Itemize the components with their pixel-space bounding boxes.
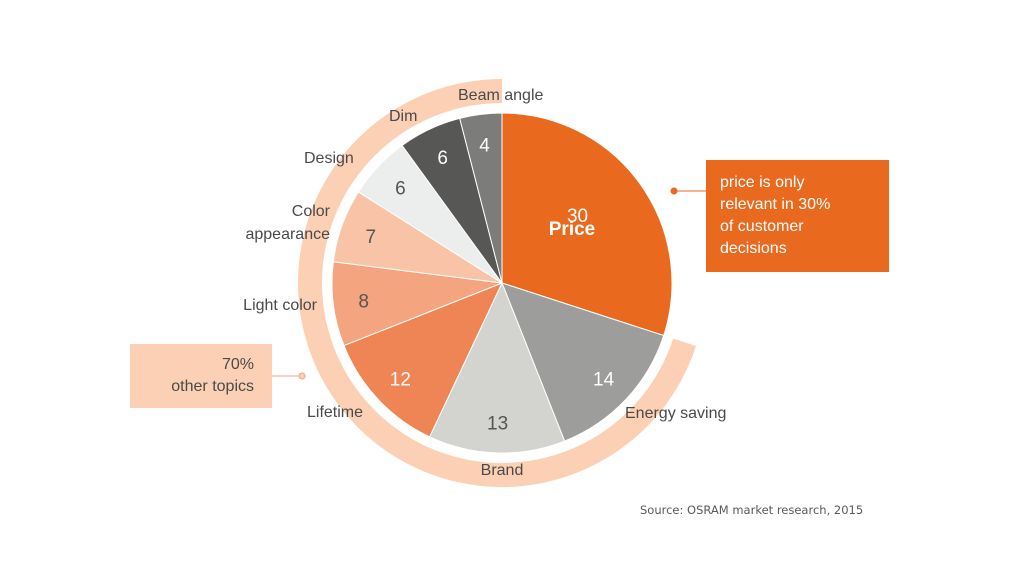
slice-brand [428, 281, 566, 454]
label-design: Design [304, 150, 354, 167]
slice-energy-saving [501, 282, 665, 442]
value-color-appearance: 7 [366, 227, 377, 248]
value-dim: 6 [437, 148, 448, 169]
price-callout: price is only relevant in 30% of custome… [706, 160, 889, 272]
others-callout-dot [298, 372, 306, 380]
slice-values: 30 14 13 12 8 7 6 6 4 [358, 136, 614, 435]
price-callout-dot [670, 187, 678, 195]
price-callout-line: of customer [720, 218, 804, 235]
pie-slices [331, 112, 673, 454]
source-note: Source: OSRAM market research, 2015 [640, 503, 864, 517]
other-topics-callout: 70% other topics [130, 344, 272, 408]
value-beam-angle: 4 [479, 136, 490, 157]
value-price: 30 [567, 206, 588, 227]
label-color-appearance-line1: Color [292, 203, 331, 220]
label-beam-angle: Beam angle [458, 87, 543, 104]
value-light-color: 8 [358, 291, 369, 312]
price-callout-line: price is only [720, 174, 805, 191]
slice-beam-angle [459, 112, 503, 284]
label-lifetime: Lifetime [307, 404, 363, 421]
value-energy-saving: 14 [593, 369, 615, 390]
label-energy-saving: Energy saving [625, 405, 726, 422]
value-brand: 13 [487, 413, 508, 434]
value-lifetime: 12 [390, 369, 411, 390]
value-design: 6 [395, 179, 406, 200]
price-callout-line: decisions [720, 240, 787, 257]
other-topics-callout-line: other topics [171, 378, 254, 395]
label-light-color: Light color [243, 297, 317, 314]
label-dim: Dim [389, 108, 417, 125]
other-topics-callout-line: 70% [221, 356, 254, 373]
slice-lifetime [343, 282, 503, 438]
slice-price [501, 112, 673, 337]
label-price: Price [549, 219, 595, 240]
label-brand: Brand [481, 462, 524, 479]
label-color-appearance-line2: appearance [245, 226, 330, 243]
price-callout-line: relevant in 30% [720, 196, 831, 213]
